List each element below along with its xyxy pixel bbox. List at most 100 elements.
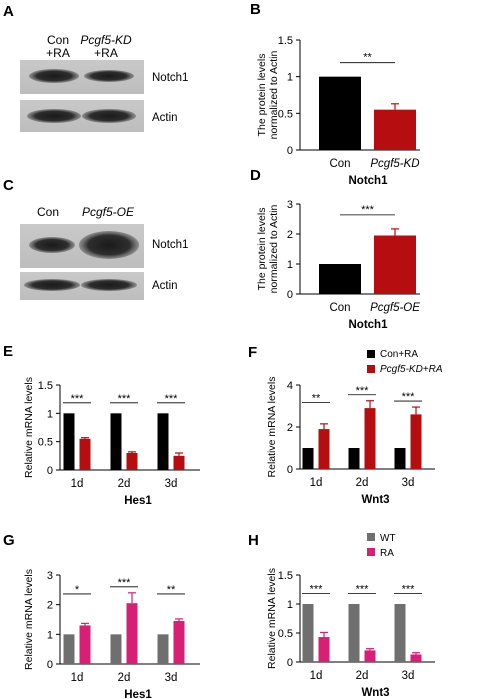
y-tick-label: 0.5: [278, 628, 293, 640]
y-axis-label-line: Relative mRNA levels: [266, 377, 278, 478]
y-tick-label: 0.5: [278, 108, 293, 120]
significance-label: ***: [402, 391, 416, 403]
x-tick-label: 3d: [402, 670, 415, 682]
y-tick-label: 0: [47, 465, 53, 477]
legend-swatch-wt: [367, 533, 375, 541]
bar-con-ra: [63, 413, 75, 470]
bar-pcgf5-kd-ra: [126, 453, 138, 470]
bar-ra: [79, 625, 91, 664]
y-axis-label-line: The protein levels: [256, 208, 268, 291]
significance-label: *: [75, 584, 80, 596]
bar-ra: [173, 620, 185, 664]
band-c-actin-oe: [81, 279, 137, 291]
band-a-notch1-kd: [84, 70, 134, 82]
x-tick-label: 2d: [356, 670, 369, 682]
y-tick-label: 1: [47, 408, 53, 420]
bar-wt: [157, 634, 169, 664]
x-axis-label: Wnt3: [361, 494, 389, 506]
legend-swatch-con-ra: [367, 350, 375, 358]
x-tick-label: 3d: [165, 672, 178, 684]
lane-a1-line1: Con: [47, 33, 69, 47]
bar-pcgf5-kd-ra: [173, 455, 185, 470]
y-tick-label: 1.5: [38, 380, 53, 392]
x-axis-label: Notch1: [349, 319, 389, 331]
y-axis-label-line: Relative mRNA levels: [23, 377, 35, 478]
y-tick-label: 1: [287, 72, 293, 84]
panel-label-b: B: [250, 1, 261, 18]
legend-ra: WT RA: [367, 533, 396, 559]
y-tick-label: 2: [287, 229, 293, 241]
significance-label: ***: [118, 577, 132, 589]
x-tick-label: 3d: [165, 478, 178, 490]
bar-wt: [110, 634, 122, 664]
y-tick-label: 2: [47, 600, 53, 612]
band-label-a-actin: Actin: [152, 112, 178, 124]
legend-swatch-kd-ra: [367, 365, 375, 373]
legend-label-kd-ra: Pcgf5-KD+RA: [380, 364, 443, 375]
y-axis-label: Relative mRNA levels: [23, 569, 35, 670]
bar-con-ra: [348, 448, 360, 469]
significance-label: ***: [402, 583, 416, 595]
bar-pcgf5-kd-ra: [79, 438, 91, 470]
x-tick-label: Pcgf5-KD: [370, 158, 419, 170]
band-a-notch1-con: [29, 69, 79, 83]
band-c-actin-con: [24, 279, 80, 291]
y-tick-label: 0: [287, 657, 293, 669]
lane-a1-line2: +RA: [46, 46, 70, 60]
x-tick-label: 1d: [71, 478, 84, 490]
legend-swatch-ra: [367, 548, 375, 556]
significance-label: ***: [118, 393, 132, 405]
bar-ra: [410, 654, 422, 662]
y-axis-label: The protein levelsnormalized to Actin: [256, 50, 280, 139]
significance-label: ***: [71, 393, 85, 405]
chart-d: D 0 1 2 3 The protein levelsnormalized to Act…: [250, 167, 420, 331]
panel-a: A Con +RA Pcgf5-KD +RA Notch1 Actin: [3, 3, 188, 132]
band-c-notch1-oe: [79, 231, 139, 259]
bar-pcgf5-kd-ra: [410, 414, 422, 469]
panel-label-c: C: [3, 177, 14, 194]
x-tick-label: 1d: [310, 477, 323, 489]
x-axis-label: Hes1: [124, 495, 152, 507]
bar-wt: [302, 604, 314, 662]
bar-con-ra: [394, 448, 406, 469]
significance-label: **: [312, 393, 321, 405]
y-axis-label: The protein levelsnormalized to Actin: [256, 204, 280, 293]
significance-label: ***: [310, 583, 324, 595]
y-axis-label-line: The protein levels: [256, 54, 268, 137]
legend-label-con-ra: Con+RA: [380, 349, 418, 360]
lane-c1: Con: [37, 205, 59, 219]
y-tick-label: 4: [287, 380, 293, 392]
bar-wt: [394, 604, 406, 662]
band-c-notch1-con: [29, 237, 75, 253]
legend-label-wt: WT: [380, 533, 396, 544]
bar-ra: [318, 637, 330, 662]
bar-con-ra: [157, 413, 169, 470]
y-tick-label: 1: [287, 599, 293, 611]
significance-label: ***: [356, 385, 370, 397]
panel-label-e: E: [3, 343, 13, 360]
panel-label-f: F: [248, 344, 257, 361]
x-tick-label: Con: [329, 158, 350, 170]
bar-wt: [63, 634, 75, 664]
y-axis-label-line: normalized to Actin: [268, 204, 280, 293]
x-tick-label: 1d: [310, 670, 323, 682]
bar-pcgf5-kd: [374, 109, 416, 150]
y-tick-label: 0: [47, 659, 53, 671]
bar-ra: [126, 603, 138, 664]
band-label-c-actin: Actin: [152, 280, 178, 292]
y-tick-label: 1.5: [278, 570, 293, 582]
x-tick-label: Pcgf5-OE: [370, 302, 420, 314]
y-axis-label: Relative mRNA levels: [266, 377, 278, 478]
y-axis-label-line: Relative mRNA levels: [266, 568, 278, 669]
y-tick-label: 0: [287, 145, 293, 157]
significance-label: ***: [361, 204, 375, 216]
y-tick-label: 1.5: [278, 35, 293, 47]
bar-pcgf5-kd-ra: [318, 429, 330, 469]
band-label-c-notch1: Notch1: [152, 239, 188, 251]
panel-label-a: A: [3, 3, 14, 20]
bar-ra: [364, 650, 376, 662]
bar-con-ra: [302, 448, 314, 469]
y-axis-label: Relative mRNA levels: [23, 377, 35, 478]
